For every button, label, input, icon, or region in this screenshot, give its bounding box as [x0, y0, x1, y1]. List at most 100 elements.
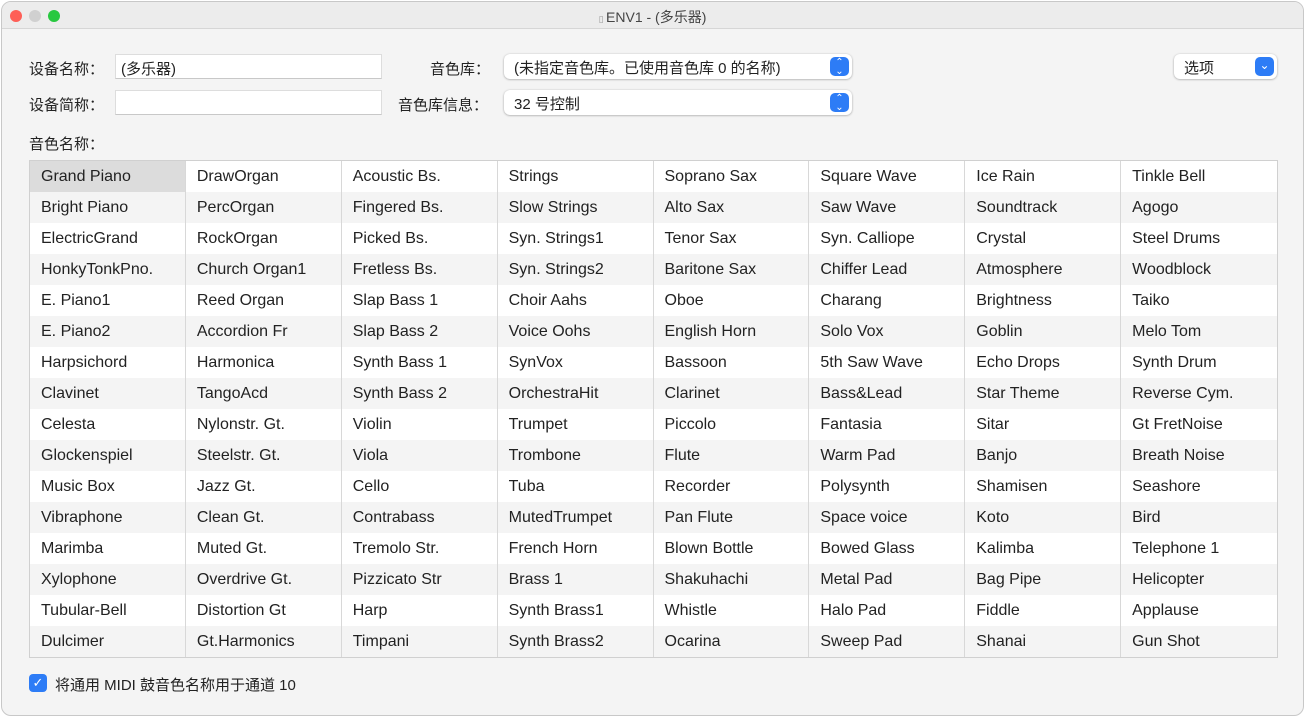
patch-name-cell[interactable]: Contrabass — [341, 502, 497, 533]
patch-name-cell[interactable]: Slap Bass 2 — [341, 316, 497, 347]
patch-name-cell[interactable]: Flute — [653, 440, 809, 471]
patch-name-cell[interactable]: Melo Tom — [1121, 316, 1277, 347]
gm-drum-checkbox[interactable]: ✓ — [29, 674, 47, 692]
patch-name-cell[interactable]: TangoAcd — [185, 378, 341, 409]
patch-name-cell[interactable]: Synth Bass 2 — [341, 378, 497, 409]
patch-name-cell[interactable]: Metal Pad — [809, 564, 965, 595]
zoom-button[interactable] — [48, 10, 60, 22]
patch-name-cell[interactable]: Choir Aahs — [508, 292, 587, 309]
patch-name-cell[interactable]: OrchestraHit — [497, 378, 653, 409]
patch-name-cell[interactable]: Fiddle — [976, 602, 1020, 619]
patch-name-cell[interactable]: Clavinet — [30, 378, 185, 409]
short-name-field[interactable] — [115, 90, 382, 115]
patch-name-cell[interactable]: Steel Drums — [1132, 230, 1221, 247]
patch-name-cell[interactable]: Celesta — [41, 416, 96, 433]
patch-name-cell[interactable]: Echo Drops — [976, 354, 1060, 371]
patch-name-cell[interactable]: E. Piano2 — [30, 316, 185, 347]
patch-name-cell[interactable]: Helicopter — [1121, 564, 1277, 595]
patch-name-cell[interactable]: French Horn — [508, 540, 598, 557]
patch-name-cell[interactable]: Vibraphone — [30, 502, 185, 533]
patch-name-cell[interactable]: Acoustic Bs. — [352, 168, 441, 185]
patch-name-cell[interactable]: Ocarina — [653, 626, 809, 657]
patch-name-cell[interactable]: Glockenspiel — [30, 440, 185, 471]
patch-name-cell[interactable]: Whistle — [664, 602, 717, 619]
patch-name-cell[interactable]: Breath Noise — [1121, 440, 1277, 471]
patch-name-cell[interactable]: Fantasia — [820, 416, 882, 433]
bank-info-popup[interactable]: 32 号控制 ⌃ ⌄ — [504, 90, 852, 115]
patch-name-cell[interactable]: Bag Pipe — [965, 564, 1121, 595]
patch-name-cell[interactable]: Xylophone — [30, 564, 185, 595]
patch-name-cell[interactable]: Picked Bs. — [352, 230, 429, 247]
patch-name-cell[interactable]: RockOrgan — [196, 230, 278, 247]
patch-name-cell[interactable]: Harmonica — [196, 354, 275, 371]
patch-name-cell[interactable]: Cello — [352, 478, 390, 495]
patch-name-cell[interactable]: Dulcimer — [30, 626, 185, 657]
patch-name-cell[interactable]: Fingered Bs. — [341, 192, 497, 223]
patch-name-cell[interactable]: Piccolo — [664, 416, 717, 433]
patch-name-cell[interactable]: 5th Saw Wave — [820, 354, 923, 371]
patch-name-cell[interactable]: Pan Flute — [653, 502, 809, 533]
patch-name-cell[interactable]: Harp — [352, 602, 388, 619]
patch-name-cell[interactable]: Blown Bottle — [664, 540, 754, 557]
patch-name-cell[interactable]: Taiko — [1132, 292, 1170, 309]
patch-name-cell[interactable]: ElectricGrand — [41, 230, 138, 247]
patch-name-cell[interactable]: Harpsichord — [41, 354, 128, 371]
minimize-button[interactable] — [29, 10, 41, 22]
patch-name-cell[interactable]: Charang — [820, 292, 882, 309]
patch-name-cell[interactable]: Grand Piano — [30, 161, 185, 192]
patch-name-cell[interactable]: Slap Bass 1 — [352, 292, 439, 309]
patch-name-cell[interactable]: Bright Piano — [30, 192, 185, 223]
patch-name-cell[interactable]: Bassoon — [664, 354, 727, 371]
patch-name-cell[interactable]: Clean Gt. — [185, 502, 341, 533]
patch-name-cell[interactable]: Violin — [352, 416, 392, 433]
patch-name-cell[interactable]: Space voice — [809, 502, 965, 533]
patch-name-cell[interactable]: Seashore — [1132, 478, 1201, 495]
patch-name-cell[interactable]: Trombone — [497, 440, 653, 471]
patch-name-cell[interactable]: Bass&Lead — [809, 378, 965, 409]
patch-name-cell[interactable]: Banjo — [965, 440, 1121, 471]
patch-name-cell[interactable]: Church Organ1 — [185, 254, 341, 285]
patch-name-cell[interactable]: Telephone 1 — [1132, 540, 1220, 557]
options-popup[interactable]: 选项 ⌄ — [1174, 54, 1277, 79]
patch-name-cell[interactable]: Goblin — [965, 316, 1121, 347]
patch-name-cell[interactable]: Soundtrack — [965, 192, 1121, 223]
patch-name-cell[interactable]: Square Wave — [820, 168, 917, 185]
patch-name-cell[interactable]: Soprano Sax — [664, 168, 758, 185]
patch-name-cell[interactable]: Agogo — [1121, 192, 1277, 223]
patch-name-cell[interactable]: Crystal — [976, 230, 1027, 247]
patch-name-cell[interactable]: Solo Vox — [809, 316, 965, 347]
patch-name-cell[interactable]: DrawOrgan — [196, 168, 279, 185]
patch-name-cell[interactable]: English Horn — [653, 316, 809, 347]
patch-name-cell[interactable]: Synth Brass1 — [508, 602, 604, 619]
patch-name-cell[interactable]: Gun Shot — [1121, 626, 1277, 657]
patch-name-cell[interactable]: Nylonstr. Gt. — [196, 416, 285, 433]
patch-name-cell[interactable]: Atmosphere — [965, 254, 1121, 285]
patch-name-cell[interactable]: Tubular-Bell — [41, 602, 127, 619]
patch-name-cell[interactable]: Tenor Sax — [664, 230, 737, 247]
patch-name-cell[interactable]: Jazz Gt. — [196, 478, 256, 495]
patch-name-cell[interactable]: Music Box — [41, 478, 115, 495]
patch-name-cell[interactable]: Woodblock — [1121, 254, 1277, 285]
patch-name-cell[interactable]: Synth Bass 1 — [352, 354, 448, 371]
patch-name-cell[interactable]: Timpani — [341, 626, 497, 657]
patch-name-cell[interactable]: Shanai — [965, 626, 1121, 657]
patch-name-cell[interactable]: Bird — [1121, 502, 1277, 533]
patch-name-cell[interactable]: Voice Oohs — [497, 316, 653, 347]
patch-name-cell[interactable]: Tinkle Bell — [1132, 168, 1206, 185]
patch-name-cell[interactable]: Marimba — [41, 540, 104, 557]
patch-name-cell[interactable]: Shamisen — [976, 478, 1048, 495]
patch-name-cell[interactable]: Viola — [341, 440, 497, 471]
patch-name-cell[interactable]: Overdrive Gt. — [185, 564, 341, 595]
patch-name-cell[interactable]: Halo Pad — [820, 602, 887, 619]
patch-name-cell[interactable]: Brightness — [976, 292, 1052, 309]
patch-name-cell[interactable]: Chiffer Lead — [809, 254, 965, 285]
patch-name-cell[interactable]: Strings — [508, 168, 559, 185]
patch-name-cell[interactable]: Tremolo Str. — [352, 540, 440, 557]
patch-name-cell[interactable]: Ice Rain — [976, 168, 1035, 185]
patch-name-cell[interactable]: E. Piano1 — [41, 292, 111, 309]
patch-name-cell[interactable]: HonkyTonkPno. — [30, 254, 185, 285]
patch-name-cell[interactable]: SynVox — [508, 354, 563, 371]
patch-name-cell[interactable]: Gt.Harmonics — [185, 626, 341, 657]
patch-name-cell[interactable]: Gt FretNoise — [1132, 416, 1223, 433]
patch-name-cell[interactable]: Synth Drum — [1132, 354, 1217, 371]
